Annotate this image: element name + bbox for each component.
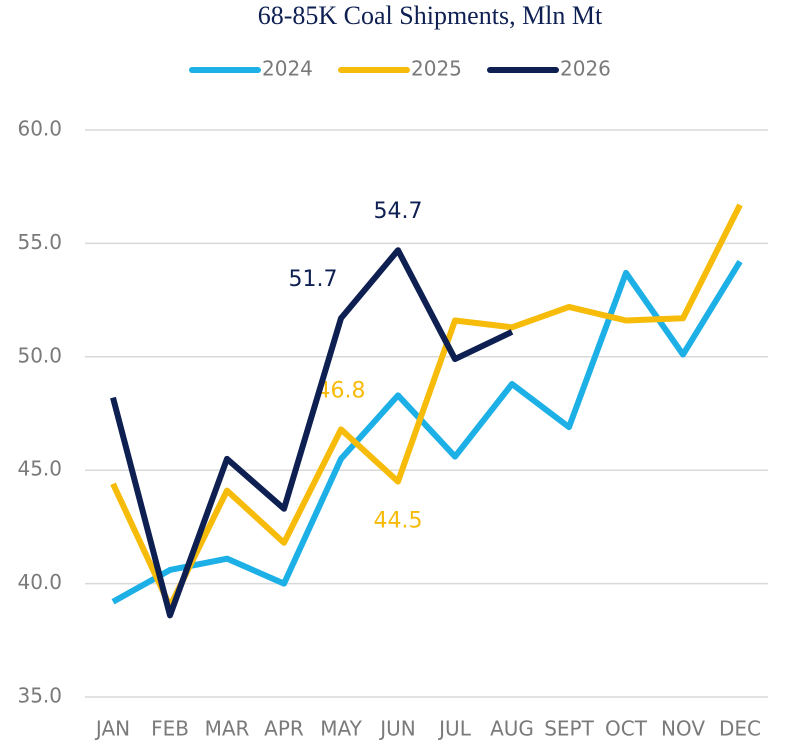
x-tick-label: OCT <box>605 717 648 741</box>
x-tick-label: MAY <box>320 717 362 741</box>
y-tick-label: 35.0 <box>17 684 62 708</box>
x-tick-label: DEC <box>719 717 761 741</box>
y-tick-label: 40.0 <box>17 570 62 594</box>
x-tick-label: AUG <box>490 717 534 741</box>
x-tick-label: FEB <box>151 717 189 741</box>
x-tick-label: JUL <box>437 717 472 741</box>
series-line <box>110 247 514 619</box>
x-tick-label: MAR <box>205 717 250 741</box>
y-tick-label: 60.0 <box>17 117 62 141</box>
data-label: 44.5 <box>374 509 423 534</box>
x-tick-label: JAN <box>94 717 130 741</box>
y-tick-label: 50.0 <box>17 343 62 367</box>
legend-label: 2024 <box>262 57 313 81</box>
legend-label: 2025 <box>411 57 462 81</box>
data-label: 54.7 <box>374 199 423 224</box>
data-label: 51.7 <box>289 267 338 292</box>
x-tick-label: SEPT <box>544 717 594 741</box>
series-line <box>111 259 743 605</box>
x-tick-label: NOV <box>661 717 705 741</box>
legend-label: 2026 <box>560 57 611 81</box>
y-tick-label: 45.0 <box>17 457 62 481</box>
x-tick-label: JUN <box>378 717 416 741</box>
y-tick-label: 55.0 <box>17 230 62 254</box>
chart-title: 68-85K Coal Shipments, Mln Mt <box>258 1 603 30</box>
series-line <box>110 203 743 610</box>
x-tick-label: APR <box>264 717 304 741</box>
